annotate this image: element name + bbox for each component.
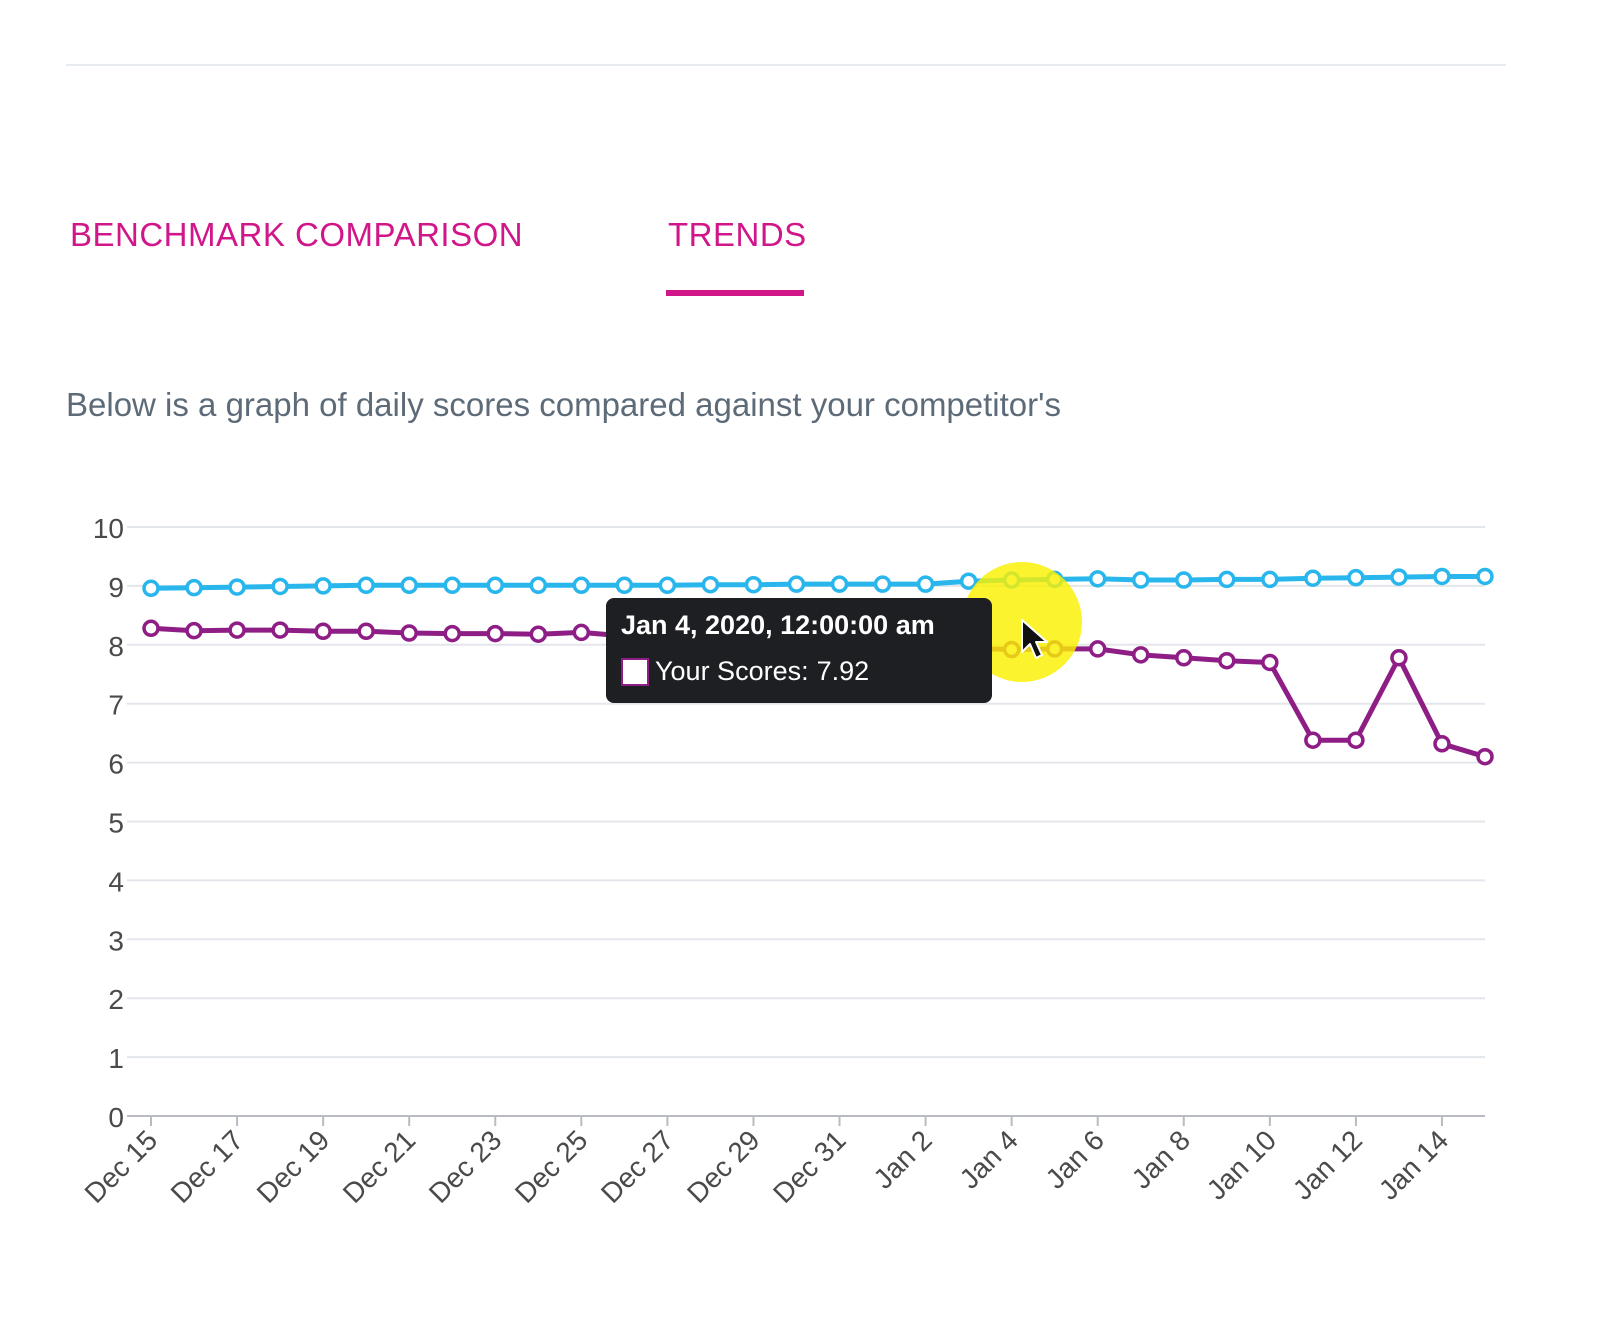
data-point[interactable] <box>916 575 935 593</box>
data-point[interactable] <box>400 576 418 595</box>
data-point[interactable] <box>228 578 246 596</box>
data-point[interactable] <box>1175 571 1193 589</box>
tab-benchmark-comparison[interactable]: BENCHMARK COMPARISON <box>70 216 524 253</box>
data-point[interactable] <box>615 576 634 595</box>
data-point[interactable] <box>1476 567 1494 586</box>
y-tick-label: 7 <box>108 690 124 721</box>
x-tick-label: Jan 6 <box>1040 1124 1110 1194</box>
data-point[interactable] <box>314 577 332 595</box>
data-point[interactable] <box>1261 653 1279 672</box>
chart-tooltip: Jan 4, 2020, 12:00:00 am Your Scores: 7.… <box>606 598 992 703</box>
data-point[interactable] <box>1088 640 1107 658</box>
chart-description: Below is a graph of daily scores compare… <box>66 386 1061 423</box>
data-point[interactable] <box>357 622 375 641</box>
y-tick-label: 3 <box>108 925 124 956</box>
data-point[interactable] <box>830 575 849 593</box>
section-divider <box>66 64 1506 66</box>
active-tab-indicator <box>666 290 804 296</box>
data-point[interactable] <box>1175 649 1193 667</box>
data-point[interactable] <box>1304 569 1322 587</box>
y-tick-label: 9 <box>108 572 124 603</box>
data-point[interactable] <box>142 619 160 638</box>
data-point[interactable] <box>1261 570 1279 589</box>
data-point[interactable] <box>529 576 548 595</box>
tooltip-row: Your Scores: 7.92 <box>621 656 869 687</box>
x-tick-label: Dec 31 <box>767 1124 852 1209</box>
tooltip-series-swatch <box>621 657 649 686</box>
tooltip-title: Jan 4, 2020, 12:00:00 am <box>621 610 935 640</box>
y-tick-label: 1 <box>108 1043 124 1074</box>
data-point[interactable] <box>529 625 548 643</box>
data-point[interactable] <box>1218 651 1236 670</box>
tooltip-series-label: Your Scores: <box>655 656 809 686</box>
x-tick-label: Jan 12 <box>1287 1124 1368 1205</box>
data-point[interactable] <box>314 622 332 641</box>
mouse-pointer-icon <box>1021 619 1048 659</box>
x-tick-label: Dec 29 <box>681 1124 766 1209</box>
data-point[interactable] <box>1433 567 1451 586</box>
x-tick-label: Dec 27 <box>595 1124 680 1209</box>
data-point[interactable] <box>572 576 591 595</box>
x-tick-label: Dec 15 <box>79 1124 164 1209</box>
x-tick-label: Jan 14 <box>1373 1124 1454 1205</box>
data-point[interactable] <box>658 576 677 595</box>
y-tick-label: 10 <box>93 513 124 544</box>
data-point[interactable] <box>142 579 160 598</box>
data-point[interactable] <box>1347 568 1365 587</box>
data-point[interactable] <box>228 621 246 639</box>
x-tick-label: Dec 17 <box>165 1124 250 1209</box>
data-point[interactable] <box>271 621 289 639</box>
data-point[interactable] <box>1088 570 1107 588</box>
data-point[interactable] <box>787 575 806 593</box>
data-point[interactable] <box>1390 649 1408 667</box>
data-point[interactable] <box>185 621 203 640</box>
x-tick-label: Dec 21 <box>337 1124 422 1209</box>
data-point[interactable] <box>959 572 978 590</box>
data-point[interactable] <box>1433 735 1451 753</box>
y-tick-label: 6 <box>108 749 124 780</box>
y-tick-label: 5 <box>108 808 124 839</box>
data-point[interactable] <box>357 576 375 595</box>
data-point[interactable] <box>1131 571 1150 589</box>
data-point[interactable] <box>486 576 505 595</box>
data-point[interactable] <box>873 575 892 593</box>
data-point[interactable] <box>1218 570 1236 589</box>
data-point[interactable] <box>443 624 461 643</box>
data-point[interactable] <box>486 624 505 643</box>
y-tick-label: 2 <box>108 984 124 1015</box>
data-point[interactable] <box>1347 731 1365 749</box>
x-tick-label: Dec 25 <box>509 1124 594 1209</box>
data-point[interactable] <box>400 624 418 642</box>
data-point[interactable] <box>1476 747 1494 766</box>
x-tick-label: Dec 23 <box>423 1124 508 1209</box>
y-tick-label: 8 <box>108 631 124 662</box>
data-point[interactable] <box>271 577 289 596</box>
data-point[interactable] <box>744 575 763 594</box>
y-tick-label: 4 <box>108 866 124 897</box>
data-point[interactable] <box>572 623 591 642</box>
data-point[interactable] <box>443 576 461 595</box>
x-tick-label: Jan 10 <box>1201 1124 1282 1205</box>
data-point[interactable] <box>701 575 720 594</box>
data-point[interactable] <box>1390 568 1408 586</box>
data-point[interactable] <box>1304 731 1322 749</box>
data-point[interactable] <box>1131 646 1150 664</box>
tooltip-value: 7.92 <box>816 656 870 686</box>
x-tick-label: Dec 19 <box>251 1124 336 1209</box>
y-tick-label: 0 <box>108 1102 124 1133</box>
data-point[interactable] <box>185 578 203 597</box>
tab-trends[interactable]: TRENDS <box>668 216 807 253</box>
x-tick-label: Jan 8 <box>1126 1124 1196 1194</box>
x-tick-label: Jan 4 <box>954 1124 1024 1194</box>
x-tick-label: Jan 2 <box>867 1124 937 1194</box>
